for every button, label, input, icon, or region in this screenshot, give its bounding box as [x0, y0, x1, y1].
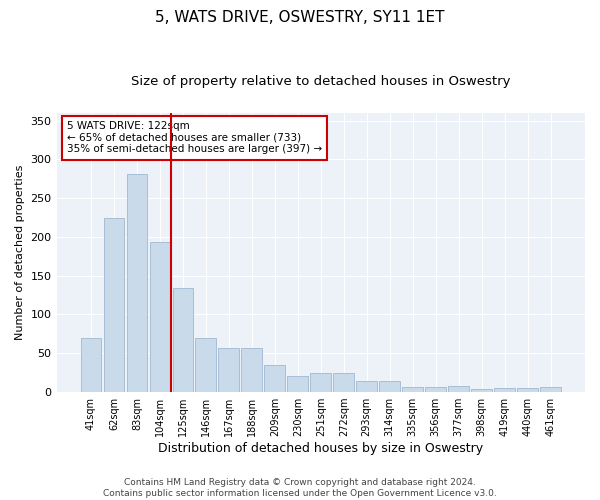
- Bar: [265, 365, 285, 392]
- Bar: [196, 338, 216, 392]
- Bar: [334, 372, 354, 392]
- Bar: [356, 381, 377, 392]
- Bar: [149, 242, 170, 392]
- Bar: [472, 389, 492, 392]
- Y-axis label: Number of detached properties: Number of detached properties: [15, 164, 25, 340]
- Bar: [287, 376, 308, 392]
- Bar: [80, 338, 101, 392]
- Bar: [104, 218, 124, 392]
- Text: Contains HM Land Registry data © Crown copyright and database right 2024.
Contai: Contains HM Land Registry data © Crown c…: [103, 478, 497, 498]
- Bar: [310, 372, 331, 392]
- Text: 5 WATS DRIVE: 122sqm
← 65% of detached houses are smaller (733)
35% of semi-deta: 5 WATS DRIVE: 122sqm ← 65% of detached h…: [67, 121, 322, 154]
- Bar: [173, 288, 193, 392]
- Bar: [403, 388, 423, 392]
- Bar: [379, 381, 400, 392]
- Bar: [517, 388, 538, 392]
- Bar: [127, 174, 147, 392]
- Bar: [494, 388, 515, 392]
- Bar: [218, 348, 239, 392]
- Bar: [448, 386, 469, 392]
- Bar: [241, 348, 262, 392]
- Bar: [540, 388, 561, 392]
- Bar: [425, 388, 446, 392]
- Text: 5, WATS DRIVE, OSWESTRY, SY11 1ET: 5, WATS DRIVE, OSWESTRY, SY11 1ET: [155, 10, 445, 25]
- X-axis label: Distribution of detached houses by size in Oswestry: Distribution of detached houses by size …: [158, 442, 484, 455]
- Title: Size of property relative to detached houses in Oswestry: Size of property relative to detached ho…: [131, 75, 511, 88]
